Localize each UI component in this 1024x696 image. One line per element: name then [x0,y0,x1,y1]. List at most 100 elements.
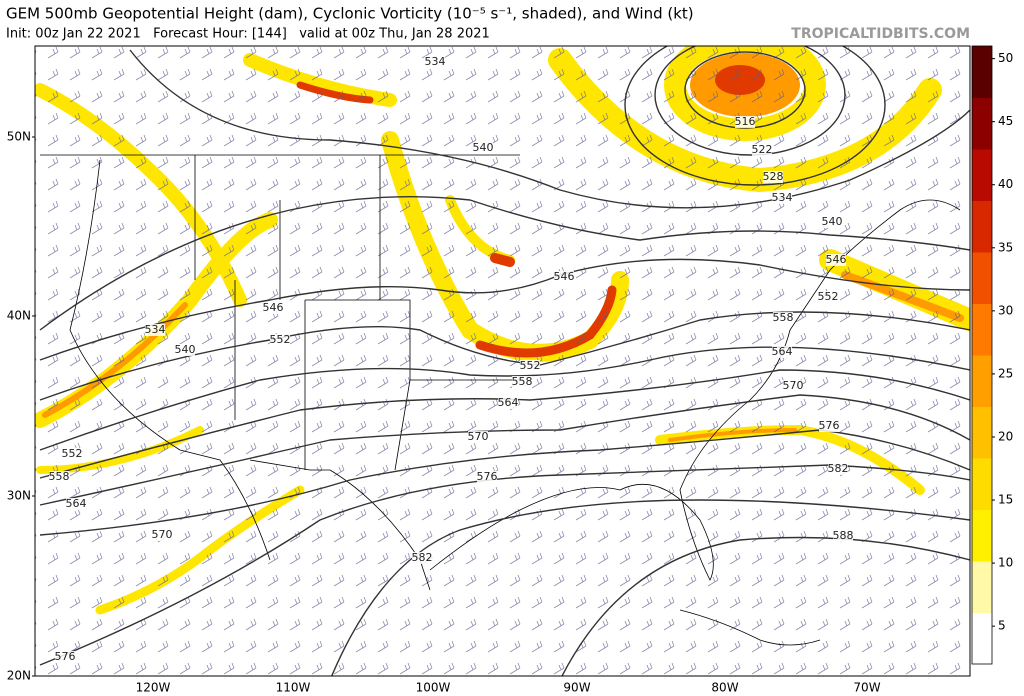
contour-label-bg [468,431,488,443]
colorbar-tick-label: 10 [998,556,1013,570]
colorbar-tick-label: 25 [998,366,1013,380]
contour-label-bg [826,254,846,266]
contour-label: 540 [473,141,494,154]
contour-label: 540 [822,215,843,228]
colorbar-tick-label: 50 [998,51,1013,65]
contour-label: 564 [772,345,793,358]
contour-label: 522 [752,143,773,156]
contour-label-bg [735,116,755,128]
contour-label-bg [512,376,532,388]
contour-label: 576 [55,650,76,663]
watermark: TROPICALTIDBITS.COM [791,26,970,42]
title: GEM 500mb Geopotential Height (dam), Cyc… [6,5,694,23]
contour-label-bg [833,530,853,542]
contour-label-bg [773,312,793,324]
colorbar-band [972,458,992,510]
colorbar-tick-label: 40 [998,177,1013,191]
contour-label-bg [49,471,69,483]
contour-label: 546 [263,301,284,314]
contour-label: 516 [735,115,756,128]
contour-label-bg [62,448,82,460]
lat-label: 40N [7,309,31,323]
contour-label: 576 [477,470,498,483]
contour-label-bg [772,192,792,204]
contour-label: 570 [468,430,489,443]
lon-label: 120W [136,681,171,695]
lon-label: 80W [711,681,738,695]
lat-label: 30N [7,489,31,503]
colorbar-band [972,97,992,150]
map-area [35,46,970,676]
contour-label: 552 [62,447,83,460]
contour-label-bg [66,498,86,510]
contour-label-bg [498,397,518,409]
contour-label: 528 [763,170,784,183]
contour-label-bg [822,216,842,228]
contour-label-bg [828,463,848,475]
contour-label: 546 [554,270,575,283]
contour-label-bg [520,360,540,372]
contour-label: 558 [49,470,70,483]
colorbar-band [972,303,992,356]
contour-label-bg [818,291,838,303]
contour-label-bg [554,271,574,283]
colorbar-tick-label: 5 [998,619,1006,633]
contour-label-bg [477,471,497,483]
contour-label: 582 [412,551,433,564]
contour-label-bg [783,380,803,392]
contour-label-bg [819,420,839,432]
subtitle: Init: 00z Jan 22 2021 Forecast Hour: [14… [6,27,490,42]
contour-label: 546 [826,253,847,266]
colorbar-band [972,149,992,201]
contour-label: 552 [270,333,291,346]
contour-label-bg [772,346,792,358]
colorbar-band [972,355,992,407]
contour-label-bg [263,302,283,314]
lon-label: 110W [276,681,311,695]
borders [40,154,961,646]
contour-label-bg [473,142,493,154]
contour-label: 558 [773,311,794,324]
colorbar-band [972,200,992,253]
colorbar-band [972,509,992,562]
contour-label: 570 [783,379,804,392]
contour-label: 564 [66,497,87,510]
colorbar-band [972,46,992,98]
colorbar-tick-label: 15 [998,493,1013,507]
contour-label-bg [752,144,772,156]
colorbar-band [972,406,992,459]
contour-label-bg [425,56,445,68]
contour-label: 534 [425,55,446,68]
contour-label: 552 [520,359,541,372]
colorbar-frame [971,45,993,665]
lat-label: 50N [7,130,31,144]
contour-label: 552 [818,290,839,303]
colorbar-tick-label: 30 [998,303,1013,317]
map-frame [34,45,971,677]
colorbar-tick-label: 20 [998,429,1013,443]
contour-label-bg [55,651,75,663]
lon-label: 90W [563,681,590,695]
contour-label-bg [145,324,165,336]
contour-label: 534 [772,191,793,204]
contour-label: 588 [833,529,854,542]
lat-label: 20N [7,669,31,683]
contour-label-bg [175,344,195,356]
contour-label: 564 [498,396,519,409]
lon-label: 100W [416,681,451,695]
contour-label: 534 [145,323,166,336]
contour-label: 570 [152,528,173,541]
colorbar-tick-label: 45 [998,114,1013,128]
colorbar-band [972,612,992,665]
contour-label: 558 [512,375,533,388]
contour-label-bg [270,334,290,346]
colorbar-band [972,252,992,304]
contour-label: 582 [828,462,849,475]
contour-label: 576 [819,419,840,432]
colorbar-band [972,561,992,613]
contour-label-bg [152,529,172,541]
contour-label: 540 [175,343,196,356]
colorbar-tick-label: 35 [998,240,1013,254]
contour-label-bg [412,552,432,564]
